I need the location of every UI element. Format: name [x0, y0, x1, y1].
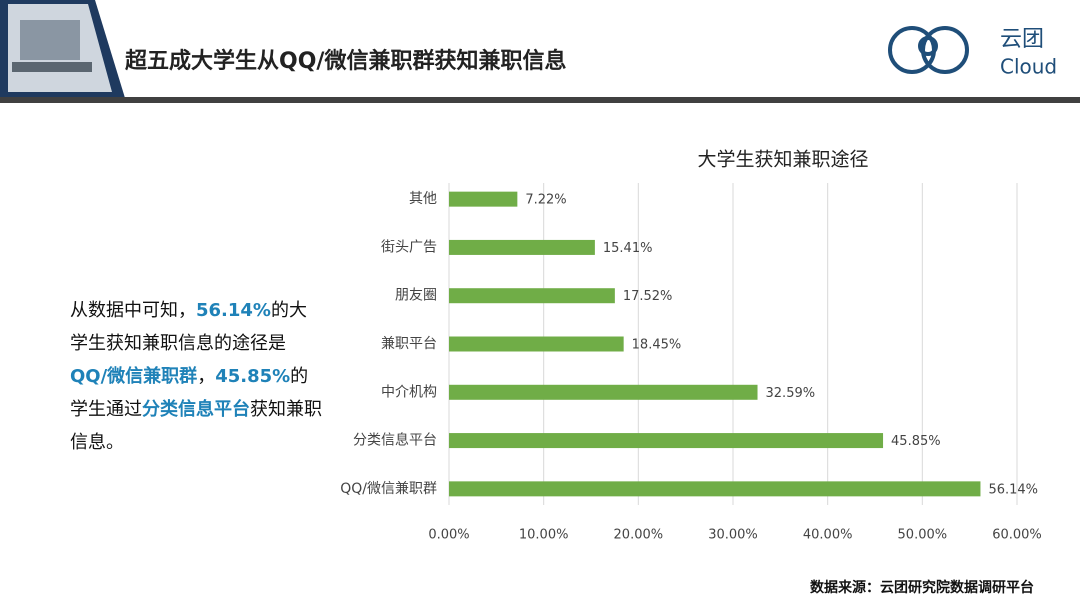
page-title: 超五成大学生从QQ/微信兼职群获知兼职信息 — [125, 48, 566, 74]
logo-text: 云团 — [1000, 27, 1044, 52]
bar — [449, 336, 624, 352]
value-label: 15.41% — [603, 241, 653, 256]
value-label: 7.22% — [525, 193, 566, 208]
y-tick-label: 中介机构 — [381, 384, 437, 400]
text: 的学生通过 — [70, 366, 309, 420]
x-tick-label: 50.00% — [898, 528, 948, 543]
text: 获知兼职信息。 — [70, 399, 322, 453]
x-tick-label: 30.00% — [708, 528, 758, 543]
x-tick-label: 10.00% — [519, 528, 569, 543]
value-label: 32.59% — [766, 386, 816, 401]
value-label: 56.14% — [988, 482, 1038, 497]
bar — [449, 433, 884, 449]
header-rule — [0, 97, 1080, 103]
bar — [449, 288, 615, 304]
x-tick-label: 20.00% — [614, 528, 664, 543]
value-label: 45.85% — [891, 434, 941, 449]
y-tick-label: 其他 — [409, 191, 437, 207]
text: 从数据中可知， — [70, 300, 196, 321]
logo-sub: Cloud — [1000, 55, 1057, 79]
chart-title: 大学生获知兼职途径 — [697, 149, 868, 171]
y-tick-label: 分类信息平台 — [353, 432, 437, 449]
text: 的大学生获知兼职信息的途径是 — [70, 300, 307, 354]
y-tick-label: 朋友圈 — [395, 288, 437, 304]
y-tick-label: 兼职平台 — [381, 336, 437, 352]
x-tick-label: 0.00% — [428, 528, 469, 543]
highlight-text: 分类信息平台 — [142, 399, 250, 420]
value-label: 17.52% — [623, 289, 673, 304]
x-tick-label: 40.00% — [803, 528, 853, 543]
value-label: 18.45% — [632, 338, 682, 353]
laptop-base — [12, 62, 92, 72]
bar — [449, 481, 981, 497]
text: ， — [197, 366, 216, 387]
summary-text: 从数据中可知，56.14%的大学生获知兼职信息的途径是 QQ/微信兼职群，45.8… — [70, 294, 322, 459]
laptop-icon — [20, 20, 80, 60]
bar — [449, 191, 518, 207]
highlight-text: QQ/微信兼职群 — [70, 366, 198, 387]
highlight-text: 45.85% — [215, 366, 291, 387]
logo-mark — [888, 26, 969, 74]
y-tick-label: 街头广告 — [381, 239, 437, 255]
y-tick-label: QQ/微信兼职群 — [340, 481, 437, 497]
x-tick-label: 60.00% — [992, 528, 1042, 543]
bar — [449, 384, 758, 400]
bar — [449, 239, 595, 255]
source: 数据来源：云团研究院数据调研平台 — [810, 580, 1034, 596]
highlight-text: 56.14% — [196, 300, 271, 321]
